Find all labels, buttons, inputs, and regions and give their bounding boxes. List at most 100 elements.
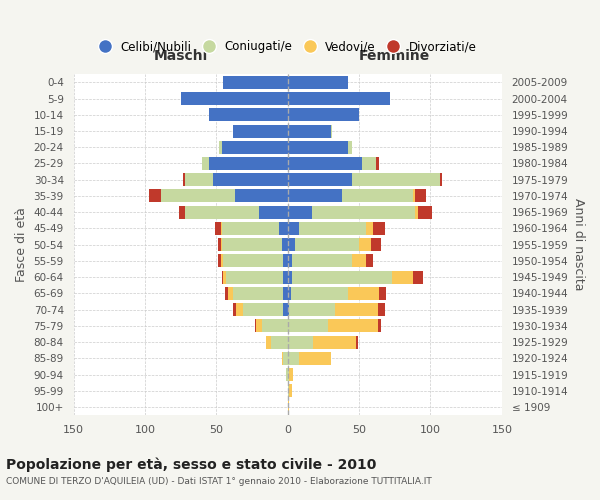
Bar [362,157,376,170]
Bar [287,157,362,170]
Bar [295,238,359,251]
Legend: Celibi/Nubili, Coniugati/e, Vedovi/e, Divorziati/e: Celibi/Nubili, Coniugati/e, Vedovi/e, Di… [94,36,481,58]
Bar [233,303,236,316]
Bar [287,303,289,316]
Y-axis label: Fasce di età: Fasce di età [15,208,28,282]
Bar [161,190,235,202]
Bar [221,254,223,268]
Bar [347,287,379,300]
Bar [221,222,222,235]
Bar [185,206,259,218]
Bar [287,190,342,202]
Bar [266,336,271,348]
Bar [209,108,287,122]
Bar [342,190,413,202]
Bar [313,336,356,348]
Bar [287,287,290,300]
Bar [244,303,283,316]
Bar [366,254,373,268]
Bar [233,287,283,300]
Bar [366,222,373,235]
Bar [262,320,287,332]
Bar [299,352,331,365]
Bar [214,173,287,186]
Bar [352,173,440,186]
Bar [149,190,161,202]
Bar [223,76,287,89]
Bar [359,238,371,251]
Bar [287,173,352,186]
Bar [392,270,413,283]
Bar [222,222,279,235]
Bar [287,352,299,365]
Bar [335,303,377,316]
Text: COMUNE DI TERZO D'AQUILEIA (UD) - Dati ISTAT 1° gennaio 2010 - Elaborazione TUTT: COMUNE DI TERZO D'AQUILEIA (UD) - Dati I… [6,478,432,486]
Bar [356,336,358,348]
Bar [259,206,287,218]
Bar [290,287,347,300]
Bar [219,140,222,153]
Bar [185,173,214,186]
Bar [418,206,432,218]
Bar [415,190,426,202]
Bar [292,254,352,268]
Bar [328,320,377,332]
Bar [289,368,293,381]
Bar [287,238,295,251]
Bar [233,124,287,138]
Bar [377,303,385,316]
Text: Maschi: Maschi [154,49,208,63]
Bar [283,287,287,300]
Bar [283,352,287,365]
Bar [228,287,233,300]
Bar [215,222,221,235]
Bar [286,368,287,381]
Bar [184,173,185,186]
Bar [440,173,442,186]
Bar [255,320,256,332]
Bar [223,254,283,268]
Bar [287,222,299,235]
Bar [415,206,418,218]
Bar [292,270,392,283]
Bar [289,303,335,316]
Bar [352,254,366,268]
Bar [287,254,292,268]
Bar [221,238,222,251]
Bar [235,190,287,202]
Bar [413,190,415,202]
Text: Popolazione per età, sesso e stato civile - 2010: Popolazione per età, sesso e stato civil… [6,458,376,472]
Bar [283,303,287,316]
Bar [299,222,366,235]
Bar [282,352,283,365]
Bar [287,206,312,218]
Bar [271,336,287,348]
Bar [287,76,347,89]
Bar [287,124,331,138]
Bar [218,254,221,268]
Bar [283,254,287,268]
Y-axis label: Anni di nascita: Anni di nascita [572,198,585,291]
Bar [287,320,328,332]
Bar [287,92,391,105]
Bar [287,368,289,381]
Bar [223,270,226,283]
Bar [282,238,287,251]
Bar [289,384,292,398]
Bar [287,108,359,122]
Bar [379,287,386,300]
Bar [283,270,287,283]
Bar [373,222,385,235]
Bar [256,320,262,332]
Bar [287,336,313,348]
Bar [347,140,352,153]
Bar [222,140,287,153]
Bar [287,384,289,398]
Bar [371,238,380,251]
Bar [202,157,209,170]
Bar [209,157,287,170]
Bar [236,303,244,316]
Bar [222,270,223,283]
Bar [287,270,292,283]
Text: Femmine: Femmine [359,49,430,63]
